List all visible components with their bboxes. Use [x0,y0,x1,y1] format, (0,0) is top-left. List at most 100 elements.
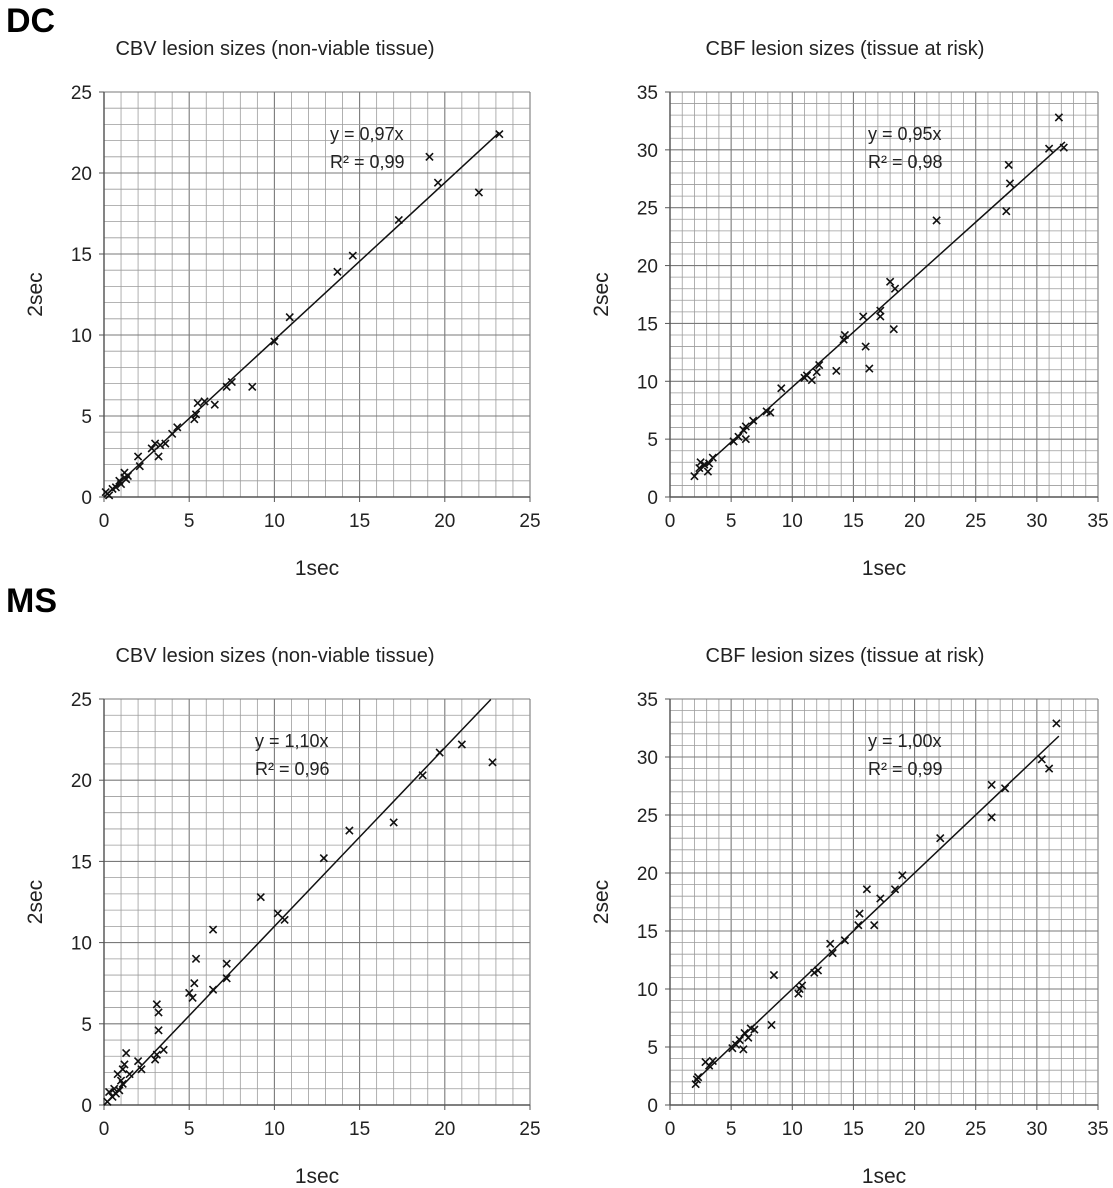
x-tick-label: 10 [782,511,803,532]
data-point [118,1079,127,1089]
x-tick-label: 25 [965,511,986,532]
y-tick-label: 0 [81,488,92,509]
data-point [855,909,864,918]
data-point [425,152,434,161]
y-axis-label: 2sec [24,880,47,924]
data-point [862,885,872,894]
data-point [769,970,779,980]
trendline-r-squared: R² = 0,98 [868,152,943,172]
data-point [704,459,714,468]
data-point [865,364,874,373]
gridlines [669,91,1099,498]
data-point [133,452,143,461]
trendline-equation: y = 0,95x [868,124,942,144]
data-point [104,491,114,500]
y-tick-label: 10 [71,934,92,955]
data-point [859,312,868,321]
data-point [150,1055,160,1064]
trendline-r-squared: R² = 0,99 [868,759,943,779]
data-point [696,458,705,467]
x-tick-label: 15 [349,511,370,532]
data-point [1044,144,1054,153]
trendline [103,698,492,1106]
data-point [457,740,467,749]
chart-title: CBV lesion sizes (non-viable tissue) [115,645,434,667]
chart-panel-4: 0 5 10 15 20 25 30 35 0 5 10 15 20 25 30 35 CBF lesion s… [590,645,1109,1188]
data-point [115,1086,124,1095]
data-point [190,415,199,424]
data-point [708,453,717,462]
data-point [120,1060,129,1069]
data-point [932,216,941,225]
data-point [815,360,824,370]
data-point [1059,143,1068,152]
data-point [152,1050,161,1059]
y-tick-label: 0 [81,1096,92,1117]
data-point [870,921,879,930]
data-point [150,439,160,448]
y-tick-label: 20 [71,771,92,792]
data-point [118,1065,127,1074]
y-tick-label: 10 [637,372,658,393]
data-point [987,813,996,822]
data-point [270,337,279,346]
x-tick-label: 5 [726,1119,737,1140]
x-axis-label: 1sec [862,557,906,580]
y-tick-label: 35 [637,83,658,104]
data-point [876,306,885,315]
data-point [161,439,170,448]
data-point [210,400,219,409]
data-point [739,1045,748,1054]
y-tick-label: 5 [647,430,658,451]
trendline-equation: y = 1,00x [868,731,942,751]
y-tick-label: 30 [637,748,658,769]
data-point [133,1056,143,1066]
y-tick-label: 30 [637,141,658,162]
data-point [1044,764,1054,773]
y-tick-label: 25 [71,690,92,711]
y-tick-label: 10 [637,980,658,1001]
x-tick-label: 0 [665,1119,676,1140]
x-tick-label: 25 [965,1119,986,1140]
data-point [807,375,817,385]
gridlines [103,91,531,498]
y-tick-label: 0 [647,488,658,509]
y-tick-label: 0 [647,1096,658,1117]
y-tick-label: 25 [637,199,658,220]
x-tick-label: 15 [843,1119,864,1140]
data-point [156,440,165,450]
data-point [167,429,177,438]
chart-panel-1: 0 5 10 15 20 25 0 5 10 15 20 25 CBV lesion sizes (no… [24,38,541,580]
data-point [123,471,133,481]
data-point [319,853,328,863]
data-point [191,954,201,964]
data-point [1052,719,1061,728]
data-point [832,366,841,376]
trendline-equation: y = 0,97x [330,124,404,144]
x-tick-label: 10 [782,1119,803,1140]
x-axis-label: 1sec [862,1165,906,1188]
data-point [280,915,289,925]
y-tick-label: 15 [71,852,92,873]
data-point [190,979,199,988]
y-tick-label: 5 [81,1015,92,1036]
y-axis-label: 2sec [24,272,47,316]
chart-panel-3: 0 5 10 15 20 25 0 5 10 15 20 25 CBV lesion sizes (no… [24,645,541,1188]
data-point [1000,784,1010,793]
y-tick-label: 15 [71,245,92,266]
data-point [495,129,504,139]
data-point [433,178,443,187]
data-point [208,985,218,994]
data-point [200,397,209,406]
data-point [748,416,758,425]
data-point [285,313,294,322]
section-label-ms: MS [6,582,57,620]
chart-title: CBF lesion sizes (tissue at risk) [706,645,985,667]
gridlines [103,698,531,1106]
data-point [104,1087,114,1097]
data-point [1002,207,1011,216]
data-point [693,1072,703,1082]
trendline-r-squared: R² = 0,96 [255,759,330,779]
data-point [121,1048,131,1058]
